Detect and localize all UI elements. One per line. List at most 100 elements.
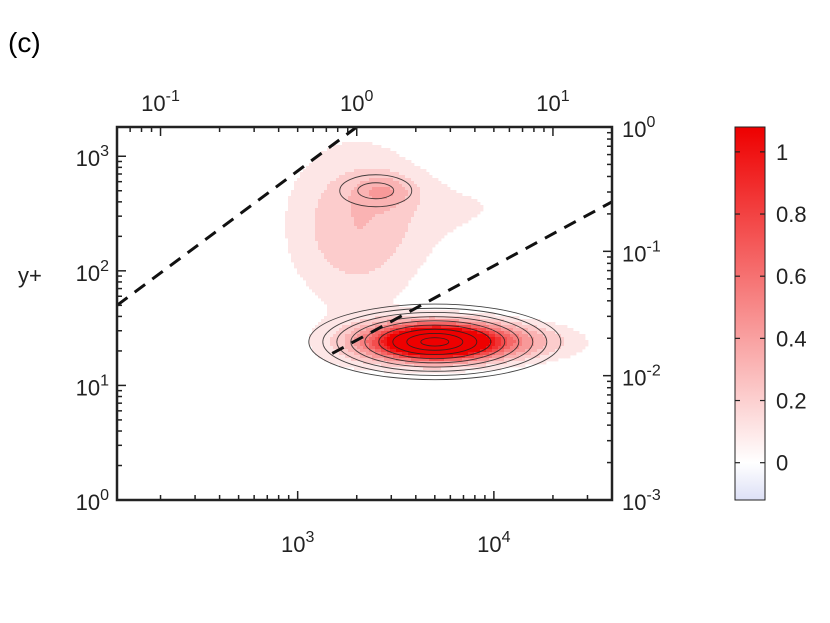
contour-cell [369, 316, 373, 320]
contour-cell [432, 349, 436, 353]
contour-cell [360, 142, 364, 146]
contour-cell [396, 196, 400, 200]
contour-cell [390, 166, 394, 170]
contour-cell [423, 313, 427, 317]
contour-cell [486, 352, 490, 356]
contour-cell [441, 193, 445, 197]
contour-cell [420, 250, 424, 254]
contour-cell [309, 184, 313, 188]
contour-cell [477, 367, 481, 371]
contour-cell [306, 238, 310, 242]
contour-cell [393, 232, 397, 236]
contour-cell [492, 337, 496, 341]
contour-cell [312, 283, 316, 287]
contour-cell [291, 241, 295, 245]
contour-cell [360, 265, 364, 269]
contour-cell [390, 190, 394, 194]
contour-cell [312, 280, 316, 284]
contour-cell [330, 232, 334, 236]
contour-cell [375, 184, 379, 188]
contour-cell [504, 343, 508, 347]
contour-cell [345, 364, 349, 368]
contour-cell [453, 313, 457, 317]
contour-cell [417, 232, 421, 236]
contour-cell [366, 214, 370, 218]
contour-cell [369, 235, 373, 239]
contour-cell [333, 328, 337, 332]
contour-cell [327, 181, 331, 185]
contour-cell [498, 349, 502, 353]
contour-cell [480, 313, 484, 317]
contour-cell [453, 343, 457, 347]
contour-cell [318, 205, 322, 209]
contour-cell [531, 349, 535, 353]
contour-cell [492, 361, 496, 365]
contour-cell [336, 346, 340, 350]
contour-cell [381, 328, 385, 332]
contour-cell [315, 217, 319, 221]
contour-cell [393, 322, 397, 326]
contour-cell [402, 250, 406, 254]
contour-cell [366, 292, 370, 296]
contour-cell [384, 175, 388, 179]
contour-cell [384, 235, 388, 239]
contour-cell [345, 310, 349, 314]
contour-cell [492, 340, 496, 344]
contour-cell [540, 358, 544, 362]
contour-cell [336, 229, 340, 233]
contour-cell [312, 268, 316, 272]
contour-cell [465, 205, 469, 209]
contour-cell [417, 202, 421, 206]
contour-cell [447, 223, 451, 227]
contour-cell [339, 199, 343, 203]
contour-cell [477, 346, 481, 350]
contour-cell [336, 241, 340, 245]
contour-cell [534, 319, 538, 323]
contour-cell [417, 178, 421, 182]
contour-cell [321, 160, 325, 164]
contour-cell [369, 175, 373, 179]
contour-cell [408, 208, 412, 212]
contour-cell [423, 322, 427, 326]
contour-cell [378, 313, 382, 317]
contour-cell [306, 184, 310, 188]
contour-cell [378, 244, 382, 248]
contour-cell [522, 319, 526, 323]
contour-cell [432, 355, 436, 359]
contour-cell [405, 187, 409, 191]
contour-cell [363, 190, 367, 194]
contour-cell [426, 190, 430, 194]
contour-cell [369, 166, 373, 170]
contour-cell [327, 352, 331, 356]
contour-cell [303, 208, 307, 212]
contour-cell [354, 337, 358, 341]
contour-cell [297, 187, 301, 191]
contour-cell [456, 349, 460, 353]
contour-cell [381, 358, 385, 362]
contour-cell [351, 214, 355, 218]
contour-cell [360, 217, 364, 221]
contour-cell [426, 253, 430, 257]
contour-cell [426, 175, 430, 179]
contour-cell [459, 328, 463, 332]
contour-cell [336, 289, 340, 293]
contour-cell [552, 331, 556, 335]
contour-cell [318, 259, 322, 263]
contour-cell [372, 250, 376, 254]
contour-cell [363, 331, 367, 335]
contour-cell [402, 244, 406, 248]
contour-cell [381, 229, 385, 233]
contour-cell [357, 289, 361, 293]
contour-cell [354, 235, 358, 239]
contour-cell [420, 364, 424, 368]
contour-cell [414, 310, 418, 314]
contour-cell [405, 208, 409, 212]
contour-cell [321, 220, 325, 224]
contour-cell [453, 325, 457, 329]
contour-cell [345, 187, 349, 191]
contour-cell [333, 253, 337, 257]
contour-cell [477, 337, 481, 341]
contour-cell [480, 352, 484, 356]
contour-cell [351, 175, 355, 179]
contour-cell [330, 361, 334, 365]
